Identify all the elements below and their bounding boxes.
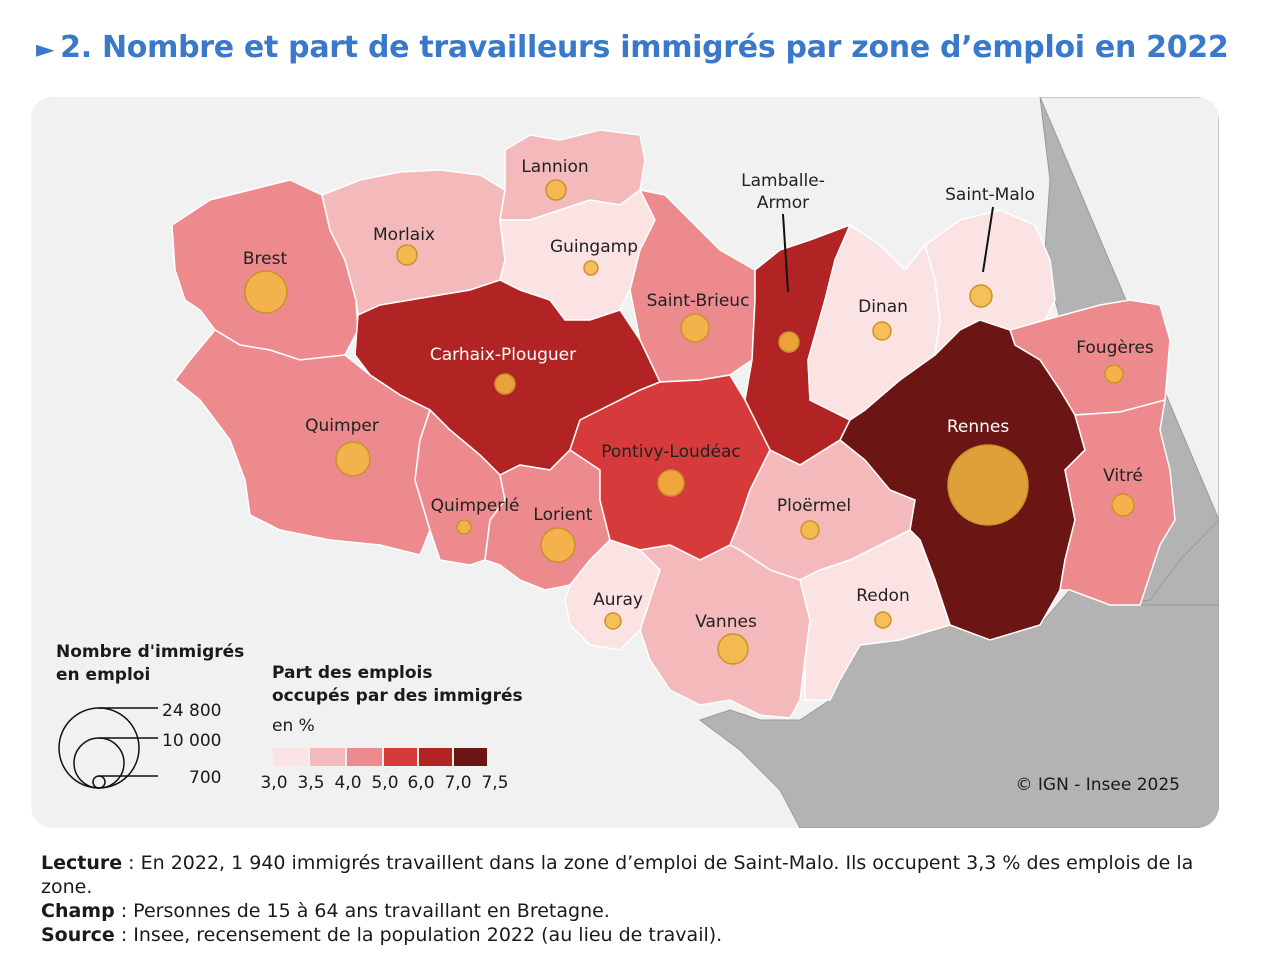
label-dinan: Dinan	[858, 297, 908, 317]
label-guingamp: Guingamp	[550, 237, 638, 257]
color-legend-swatches	[273, 748, 487, 766]
color-legend-title-1: Part des emplois	[272, 663, 433, 683]
zone-quimper[interactable]	[173, 329, 431, 556]
label-quimper: Quimper	[305, 416, 379, 436]
label-fougeres: Fougères	[1076, 338, 1154, 358]
label-ploermel: Ploërmel	[777, 496, 851, 516]
note-lecture: Lecture : En 2022, 1 940 immigrés travai…	[41, 851, 1221, 899]
swatch-4	[384, 748, 417, 766]
label-pontivy-loudeac: Pontivy-Loudéac	[601, 442, 741, 462]
size-legend-title-2: en emploi	[56, 665, 150, 685]
label-redon: Redon	[856, 586, 909, 606]
zone-auray[interactable]	[564, 539, 661, 651]
bubble-dinan[interactable]	[872, 321, 892, 341]
note-source-label: Source	[41, 924, 115, 946]
break-2: 4,0	[334, 773, 361, 793]
zone-vannes[interactable]	[638, 544, 811, 719]
label-brest: Brest	[243, 249, 288, 269]
note-champ-text: : Personnes de 15 à 64 ans travaillant e…	[114, 900, 610, 922]
break-6: 7,5	[481, 773, 508, 793]
notes: Lecture : En 2022, 1 940 immigrés travai…	[41, 851, 1221, 947]
bubble-saint-brieuc[interactable]	[680, 313, 710, 343]
title-marker: ►	[36, 35, 55, 63]
label-lamballe-line2: Armor	[757, 193, 809, 213]
swatch-1	[273, 748, 308, 766]
label-auray: Auray	[593, 590, 643, 610]
title-text: 2. Nombre et part de travailleurs immigr…	[60, 30, 1229, 65]
color-legend-unit: en %	[272, 716, 315, 736]
color-legend-title-2: occupés par des immigrés	[272, 686, 523, 706]
break-3: 5,0	[371, 773, 398, 793]
bubble-guingamp[interactable]	[583, 260, 599, 276]
page-title: ► 2. Nombre et part de travailleurs immig…	[36, 30, 1229, 65]
label-carhaix-plouguer: Carhaix-Plouguer	[430, 345, 576, 365]
label-vitre: Vitré	[1103, 466, 1143, 486]
bubble-vannes[interactable]	[717, 633, 749, 665]
label-lannion: Lannion	[521, 157, 588, 177]
break-0: 3,0	[260, 773, 287, 793]
note-lecture-text: : En 2022, 1 940 immigrés travaillent da…	[41, 852, 1194, 898]
bubble-quimper[interactable]	[335, 441, 371, 477]
bubble-redon[interactable]	[874, 611, 892, 629]
size-legend-circles	[58, 707, 158, 789]
note-lecture-label: Lecture	[41, 852, 123, 874]
size-legend-value-small: 700	[189, 768, 221, 788]
label-vannes: Vannes	[695, 612, 757, 632]
label-lorient: Lorient	[533, 505, 593, 525]
label-saint-malo: Saint-Malo	[945, 185, 1035, 205]
note-champ-label: Champ	[41, 900, 115, 922]
zone-brest[interactable]	[171, 179, 359, 361]
bubble-ploermel[interactable]	[800, 520, 820, 540]
copyright: © IGN - Insee 2025	[1016, 775, 1180, 795]
bubble-morlaix[interactable]	[396, 244, 418, 266]
bubble-quimperle[interactable]	[456, 519, 472, 535]
leader-lamballe	[782, 213, 789, 293]
bubble-fougeres[interactable]	[1104, 364, 1124, 384]
bubbles	[244, 179, 1135, 665]
bubble-auray[interactable]	[604, 612, 622, 630]
size-legend-value-medium: 10 000	[162, 731, 221, 751]
map-panel: Brest Morlaix Lannion Guingamp Saint-Bri…	[31, 97, 1219, 828]
break-4: 6,0	[407, 773, 434, 793]
zone-redon[interactable]	[799, 529, 951, 701]
bubble-rennes[interactable]	[947, 444, 1029, 526]
note-champ: Champ : Personnes de 15 à 64 ans travail…	[41, 899, 1221, 923]
label-lamballe-line1: Lamballe-	[741, 171, 825, 191]
leader-saint-malo	[982, 206, 994, 273]
swatch-2	[310, 748, 345, 766]
note-source: Source : Insee, recensement de la popula…	[41, 923, 1221, 947]
map-svg: Brest Morlaix Lannion Guingamp Saint-Bri…	[31, 97, 1219, 828]
swatch-5	[419, 748, 452, 766]
label-saint-brieuc: Saint-Brieuc	[647, 291, 750, 311]
break-5: 7,0	[444, 773, 471, 793]
bubble-pontivy-loudeac[interactable]	[657, 469, 685, 497]
break-1: 3,5	[297, 773, 324, 793]
swatch-3	[347, 748, 382, 766]
label-quimperle: Quimperlé	[431, 496, 520, 516]
size-legend-value-large: 24 800	[162, 701, 221, 721]
size-legend-title-1: Nombre d'immigrés	[56, 642, 244, 662]
bubble-saint-malo[interactable]	[969, 284, 993, 308]
bubble-lamballe-armor[interactable]	[778, 331, 800, 353]
bubble-vitre[interactable]	[1111, 493, 1135, 517]
bubble-lannion[interactable]	[545, 179, 567, 201]
swatch-6	[454, 748, 487, 766]
label-rennes: Rennes	[947, 417, 1010, 437]
label-morlaix: Morlaix	[373, 225, 435, 245]
note-source-text: : Insee, recensement de la population 20…	[114, 924, 723, 946]
bubble-carhaix-plouguer[interactable]	[494, 373, 516, 395]
bubble-lorient[interactable]	[540, 527, 576, 563]
bubble-brest[interactable]	[244, 270, 288, 314]
